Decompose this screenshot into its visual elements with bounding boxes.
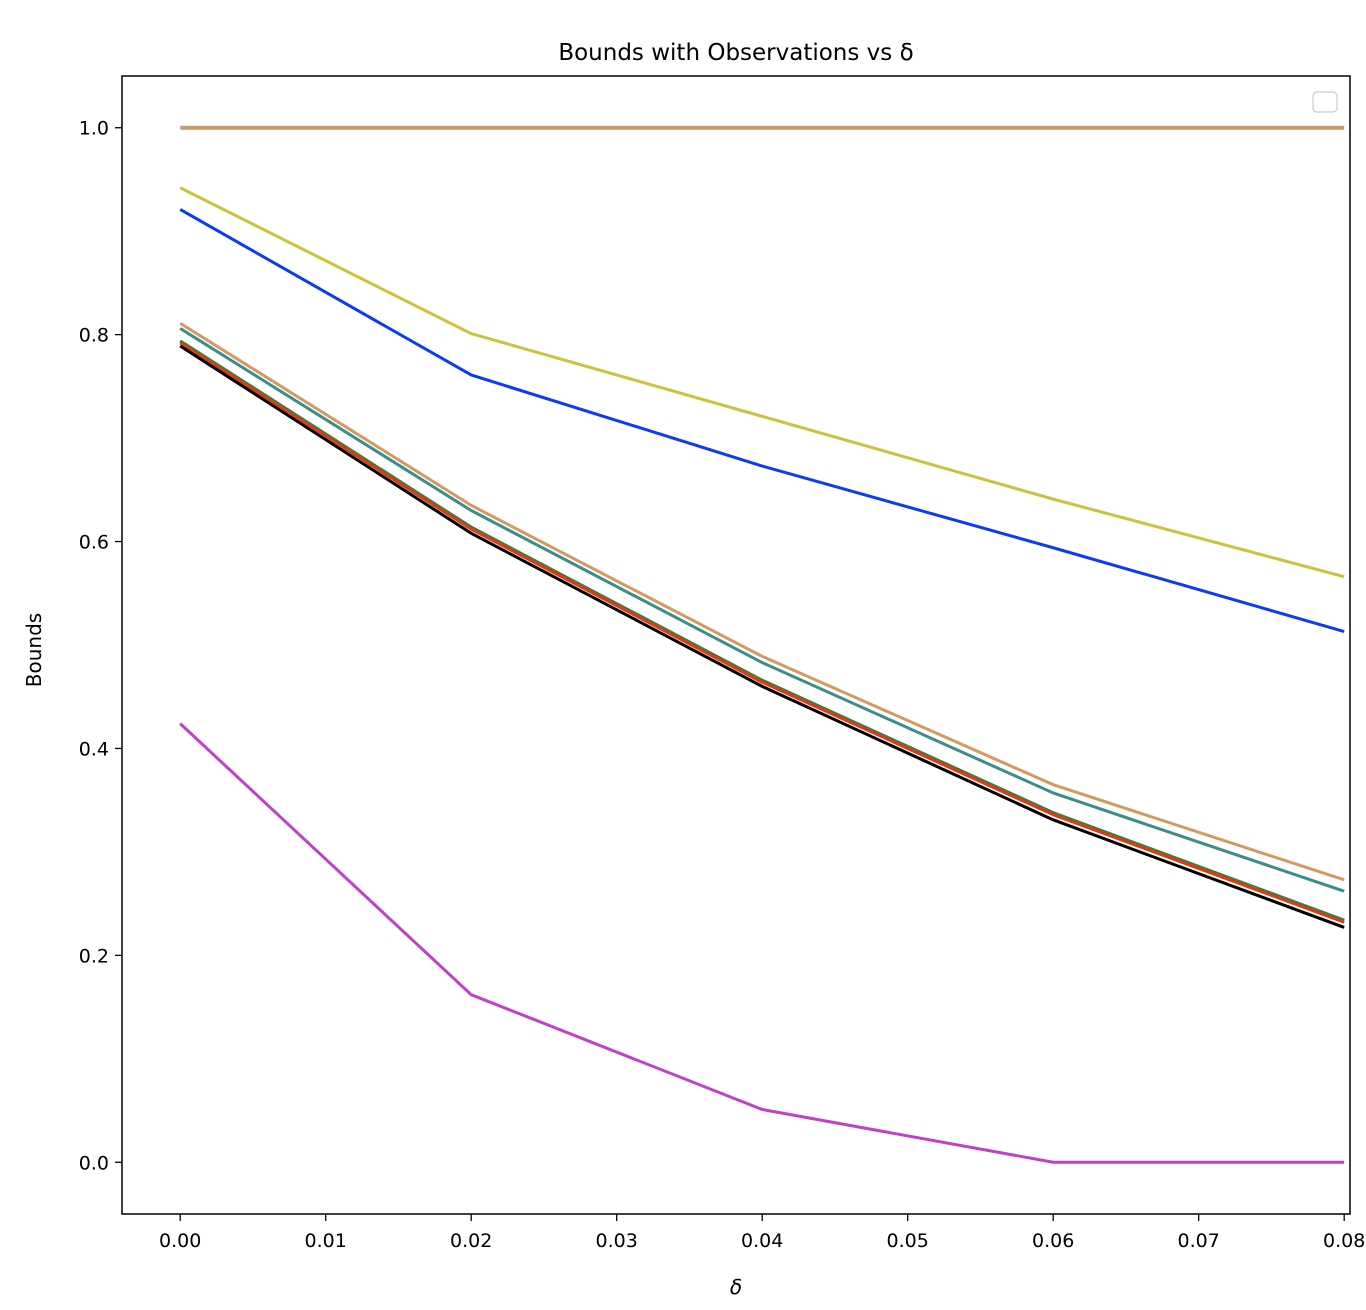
y-tick-label: 0.6: [79, 532, 109, 554]
y-axis-label: Bounds: [22, 613, 46, 687]
x-tick-label: 0.06: [1032, 1230, 1074, 1252]
y-tick-label: 0.2: [79, 945, 109, 967]
x-tick-label: 0.03: [596, 1230, 638, 1252]
axes-ticks: 0.00 0.01 0.02 0.03 0.04 0.05 0.06 0.07 0.08 0.0 0…: [79, 118, 1366, 1252]
y-tick-label: 0.0: [79, 1152, 109, 1174]
x-tick-label: 0.07: [1178, 1230, 1220, 1252]
series-line-blue-bound: [179, 208, 1345, 633]
x-axis-label: δ: [730, 1275, 742, 1299]
plot-frame: [121, 75, 1351, 1215]
x-tick-label: 0.00: [159, 1230, 201, 1252]
x-tick-label: 0.05: [887, 1230, 929, 1252]
x-tick-label: 0.02: [450, 1230, 492, 1252]
series-line-magenta-bound: [179, 722, 1345, 1164]
series-line-red-bound: [179, 341, 1345, 924]
x-tick-label: 0.04: [741, 1230, 783, 1252]
y-tick-label: 0.8: [79, 325, 109, 347]
legend-box: [1312, 91, 1338, 113]
series-line-teal-bound: [179, 327, 1345, 893]
series-line-green-bound: [179, 339, 1345, 922]
series-layer: [179, 125, 1345, 1164]
x-tick-label: 0.01: [305, 1230, 347, 1252]
series-line-tan-bound: [179, 321, 1345, 882]
chart-title: Bounds with Observations vs δ: [558, 40, 913, 66]
x-tick-label: 0.08: [1323, 1230, 1365, 1252]
series-line-yellow-bound: [179, 186, 1345, 579]
y-tick-label: 0.4: [79, 738, 109, 760]
series-line-black-bound: [179, 344, 1345, 929]
y-tick-label: 1.0: [79, 118, 109, 140]
